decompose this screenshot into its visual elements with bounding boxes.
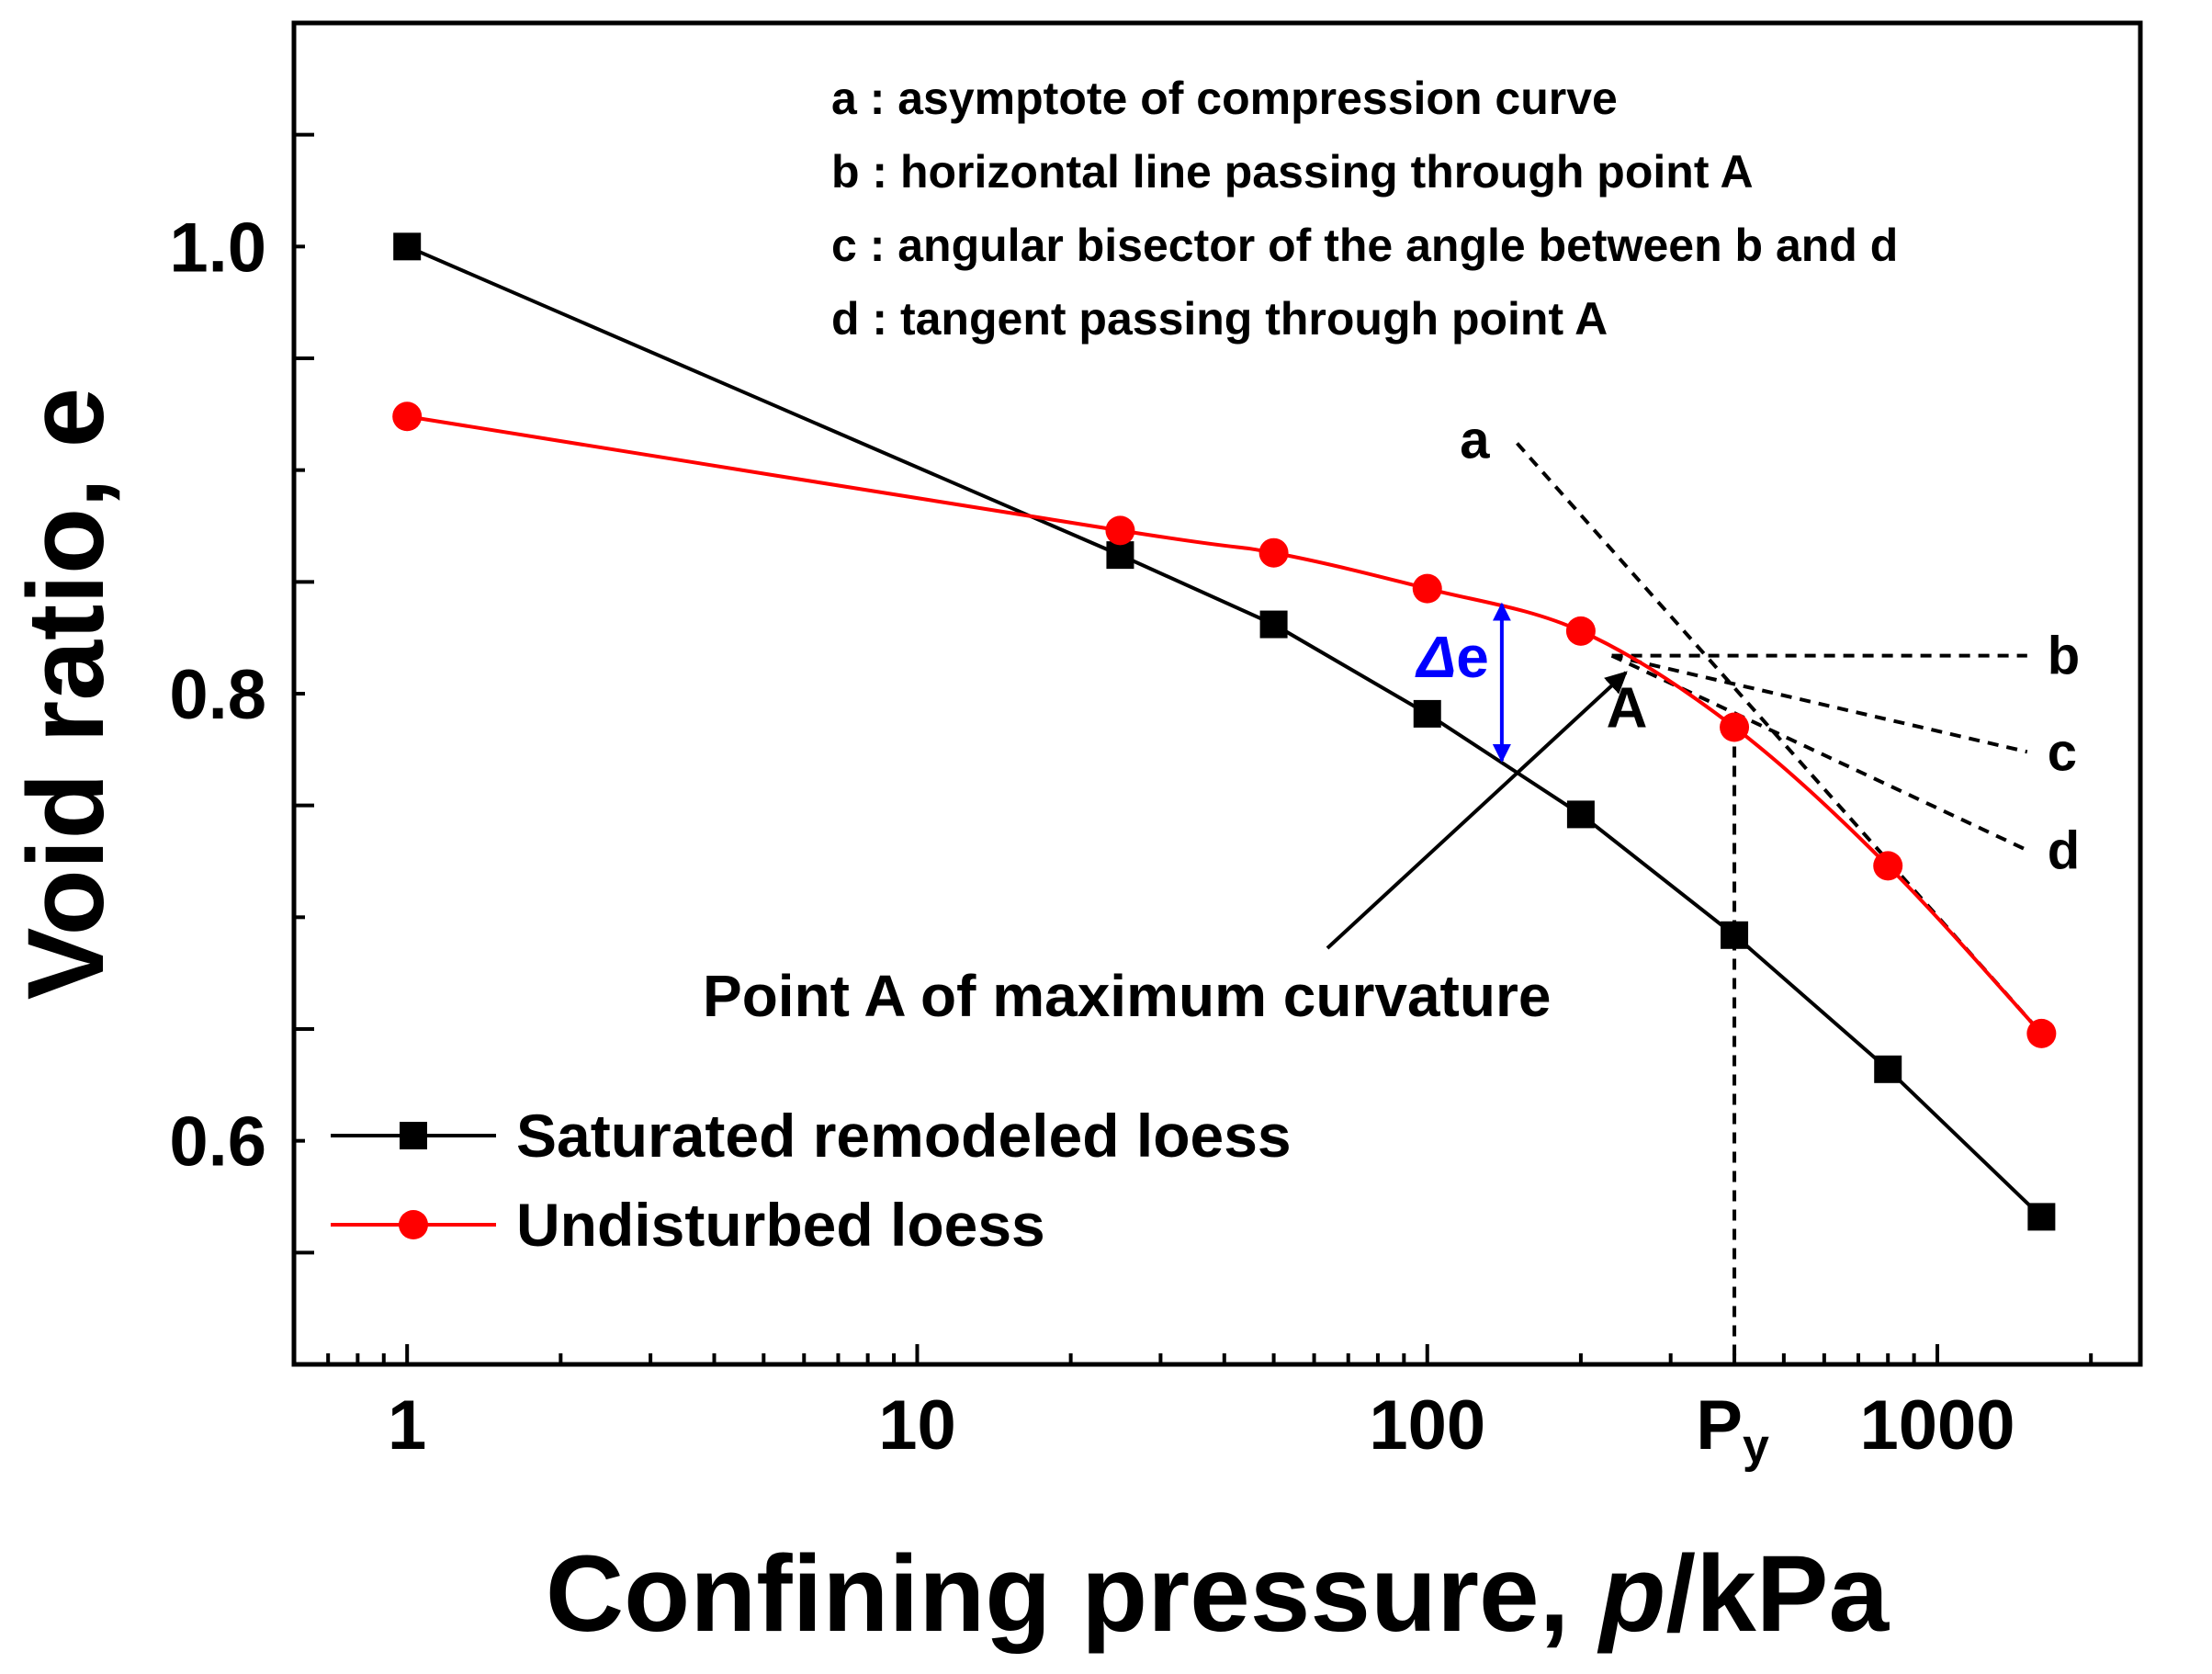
tick-labels: 1 10 100 1000 1.0 0.8 0.6 [169, 209, 2014, 1465]
data-point-remodeled [2027, 1203, 2056, 1231]
y-tick-label: 0.6 [169, 1103, 266, 1182]
y-tick-label: 1.0 [169, 209, 266, 287]
note-a: a : asymptote of compression curve [831, 73, 1618, 124]
construction-line-c [1611, 653, 2028, 754]
x-tick-label: 1000 [1859, 1386, 2014, 1465]
x-tick-label: 10 [878, 1386, 956, 1465]
data-point-undisturbed [1873, 851, 1903, 881]
construction-label-d: d [2048, 820, 2080, 880]
axis-ticks [292, 21, 2094, 1366]
x-axis-title: Confining pressure, p/kPa [546, 1533, 1890, 1655]
y-axis-title: Void ratio, e [6, 388, 127, 1001]
legend-marker-undisturbed [399, 1210, 428, 1239]
data-point-undisturbed [392, 402, 423, 432]
legend-label-remodeled: Saturated remodeled loess [516, 1102, 1292, 1170]
legend-marker-remodeled [400, 1122, 427, 1149]
data-point-remodeled [1874, 1055, 1902, 1083]
py-tick-label: Py [1696, 1386, 1769, 1473]
data-point-remodeled [1721, 921, 1749, 949]
data-point-remodeled [393, 232, 422, 261]
y-tick-label: 0.8 [169, 656, 266, 734]
data-point-undisturbed [1412, 573, 1442, 604]
note-b: b : horizontal line passing through poin… [831, 146, 1754, 198]
data-point-remodeled [1106, 541, 1134, 570]
construction-label-b: b [2048, 627, 2080, 686]
data-point-remodeled [1566, 800, 1595, 829]
legend: Saturated remodeled loess Undisturbed lo… [331, 1102, 1292, 1259]
note-c: c : angular bisector of the angle betwee… [831, 220, 1898, 271]
x-tick-label: 1 [388, 1386, 426, 1465]
legend-label-undisturbed: Undisturbed loess [516, 1191, 1045, 1259]
data-point-remodeled [1259, 610, 1288, 639]
series-line-undisturbed [406, 414, 2043, 1035]
x-tick-label: 100 [1369, 1386, 1485, 1465]
note-d: d : tangent passing through point A [831, 293, 1608, 345]
point-a-caption: Point A of maximum curvature [703, 963, 1551, 1029]
construction-lines: a bcd [1460, 410, 2080, 1035]
delta-e-label: Δe [1415, 624, 1489, 690]
data-point-undisturbed [2026, 1018, 2057, 1048]
data-point-undisturbed [1720, 712, 1750, 742]
construction-label-c: c [2048, 722, 2077, 782]
construction-label-a: a [1460, 410, 1490, 469]
series-line-remodeled [406, 244, 2043, 1218]
series-layer [392, 232, 2057, 1231]
data-point-undisturbed [1258, 537, 1289, 568]
notes: a : asymptote of compression curve b : h… [831, 73, 1898, 345]
data-point-undisturbed [1105, 515, 1135, 546]
point-a-label: A [1607, 677, 1648, 741]
point-a-arrow [1326, 671, 1628, 950]
data-point-undisturbed [1565, 616, 1596, 646]
data-point-remodeled [1413, 699, 1441, 728]
